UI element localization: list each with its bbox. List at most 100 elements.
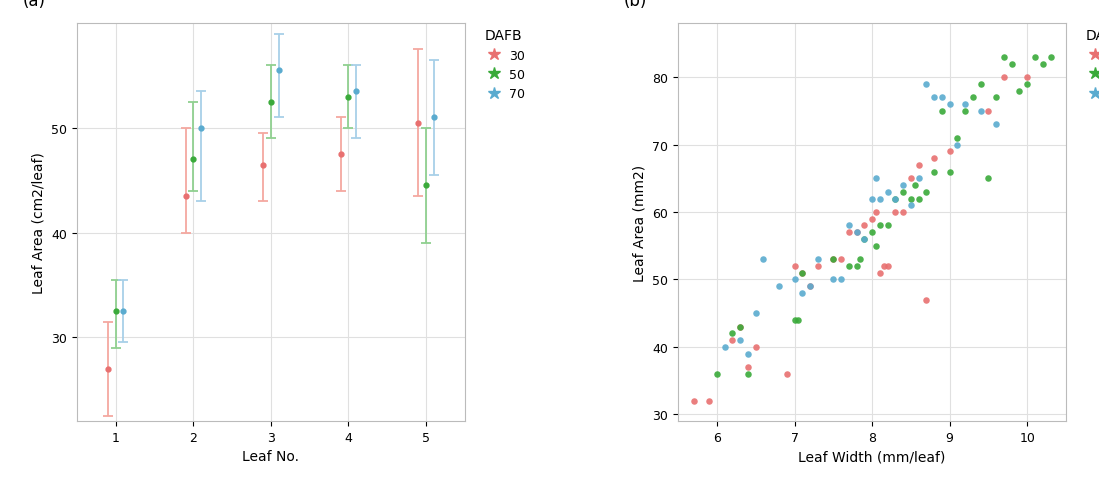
50 <box>855 236 873 243</box>
30 <box>847 229 865 237</box>
Y-axis label: Leaf Area (cm2/leaf): Leaf Area (cm2/leaf) <box>32 152 46 293</box>
30 <box>740 363 757 371</box>
50 <box>895 188 912 196</box>
50 <box>887 195 904 203</box>
70 <box>895 182 912 190</box>
30 <box>855 222 873 230</box>
70 <box>867 175 885 183</box>
30 <box>902 175 920 183</box>
70 <box>786 276 803 284</box>
50 <box>1003 60 1021 68</box>
70 <box>732 336 750 344</box>
Text: (a): (a) <box>23 0 46 11</box>
50 <box>1042 54 1059 61</box>
30 <box>801 283 819 290</box>
70 <box>715 343 733 351</box>
30 <box>872 269 889 277</box>
50 <box>964 94 981 102</box>
50 <box>925 168 943 176</box>
30 <box>747 343 765 351</box>
30 <box>996 74 1013 82</box>
30 <box>867 209 885 216</box>
70 <box>872 195 889 203</box>
50 <box>948 135 966 142</box>
50 <box>972 81 989 89</box>
50 <box>996 54 1013 61</box>
30 <box>941 148 958 156</box>
50 <box>906 182 923 190</box>
70 <box>948 141 966 149</box>
30 <box>910 162 928 169</box>
50 <box>864 229 881 237</box>
70 <box>855 236 873 243</box>
70 <box>887 195 904 203</box>
50 <box>740 370 757 378</box>
70 <box>864 195 881 203</box>
50 <box>793 269 811 277</box>
50 <box>1026 54 1044 61</box>
70 <box>824 276 842 284</box>
50 <box>1034 60 1052 68</box>
Text: (b): (b) <box>624 0 647 11</box>
50 <box>867 242 885 250</box>
30 <box>832 256 850 263</box>
50 <box>872 222 889 230</box>
70 <box>793 289 811 297</box>
70 <box>902 202 920 210</box>
50 <box>708 370 725 378</box>
30 <box>824 256 842 263</box>
30 <box>875 262 892 270</box>
70 <box>747 310 765 318</box>
70 <box>770 283 788 290</box>
30 <box>786 262 803 270</box>
50 <box>789 317 807 324</box>
50 <box>732 323 750 331</box>
50 <box>840 262 857 270</box>
50 <box>902 195 920 203</box>
30 <box>879 262 897 270</box>
30 <box>979 108 997 116</box>
70 <box>740 350 757 358</box>
X-axis label: Leaf Width (mm/leaf): Leaf Width (mm/leaf) <box>798 449 946 463</box>
30 <box>1019 74 1036 82</box>
30 <box>809 262 826 270</box>
30 <box>864 215 881 223</box>
30 <box>685 397 702 405</box>
70 <box>840 222 857 230</box>
Legend: 30, 50, 70: 30, 50, 70 <box>477 24 530 106</box>
30 <box>840 229 857 237</box>
70 <box>972 108 989 116</box>
X-axis label: Leaf No.: Leaf No. <box>243 449 299 463</box>
70 <box>847 229 865 237</box>
70 <box>956 101 974 109</box>
50 <box>786 317 803 324</box>
70 <box>987 121 1004 129</box>
30 <box>793 269 811 277</box>
70 <box>910 175 928 183</box>
70 <box>809 256 826 263</box>
30 <box>778 370 796 378</box>
Legend: 30, 50, 70: 30, 50, 70 <box>1078 24 1099 106</box>
30 <box>887 209 904 216</box>
30 <box>895 209 912 216</box>
70 <box>832 276 850 284</box>
70 <box>755 256 773 263</box>
70 <box>941 101 958 109</box>
70 <box>933 94 951 102</box>
30 <box>732 323 750 331</box>
30 <box>723 336 741 344</box>
50 <box>918 188 935 196</box>
70 <box>918 81 935 89</box>
50 <box>879 222 897 230</box>
50 <box>956 108 974 116</box>
50 <box>941 168 958 176</box>
70 <box>801 283 819 290</box>
70 <box>879 188 897 196</box>
50 <box>987 94 1004 102</box>
30 <box>700 397 718 405</box>
50 <box>910 195 928 203</box>
50 <box>1019 81 1036 89</box>
50 <box>933 108 951 116</box>
50 <box>847 262 865 270</box>
50 <box>979 175 997 183</box>
